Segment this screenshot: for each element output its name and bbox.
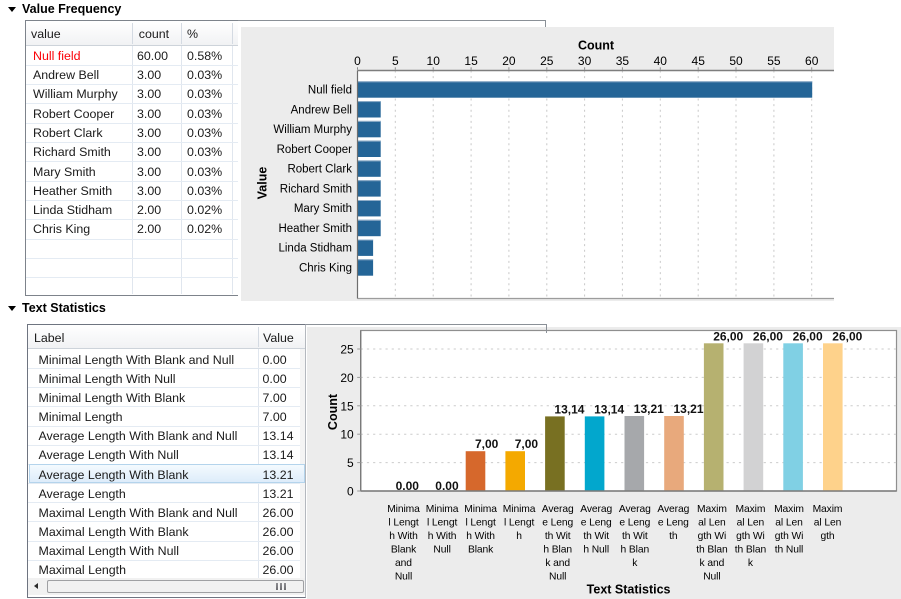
svg-text:l Lengt: l Lengt <box>427 518 457 529</box>
svg-text:40: 40 <box>654 54 668 68</box>
svg-text:50: 50 <box>729 54 743 68</box>
svg-text:h: h <box>516 531 522 542</box>
svg-text:Robert Clark: Robert Clark <box>287 164 352 176</box>
svg-text:e Leng: e Leng <box>581 518 612 529</box>
svg-text:h With: h With <box>389 531 418 542</box>
svg-text:Richard Smith: Richard Smith <box>280 183 352 195</box>
svg-text:Averag: Averag <box>619 504 651 515</box>
svg-text:h With: h With <box>428 531 457 542</box>
svg-text:k and: k and <box>700 558 725 569</box>
svg-text:20: 20 <box>340 371 354 385</box>
svg-text:26,00: 26,00 <box>793 329 823 343</box>
svg-text:Minima: Minima <box>503 504 536 515</box>
svg-text:Chris King: Chris King <box>299 263 352 275</box>
svg-text:25: 25 <box>540 54 554 68</box>
svg-text:Robert Cooper: Robert Cooper <box>277 144 353 156</box>
svg-text:35: 35 <box>616 54 630 68</box>
svg-text:l Lengt: l Lengt <box>504 518 534 529</box>
svg-text:55: 55 <box>767 54 781 68</box>
svg-text:Minima: Minima <box>387 504 420 515</box>
svg-text:Null: Null <box>549 572 566 583</box>
svg-text:7,00: 7,00 <box>475 437 499 451</box>
svg-text:Value: Value <box>256 167 270 200</box>
svg-text:gth: gth <box>820 531 834 542</box>
svg-text:th Null: th Null <box>775 545 804 556</box>
svg-text:th Wit: th Wit <box>583 531 609 542</box>
svg-text:Maxim: Maxim <box>774 504 804 515</box>
svg-text:h With: h With <box>466 531 495 542</box>
svg-text:0.00: 0.00 <box>396 479 420 493</box>
svg-text:Linda Stidham: Linda Stidham <box>278 243 352 255</box>
svg-text:0: 0 <box>354 54 361 68</box>
svg-text:e Leng: e Leng <box>658 518 689 529</box>
svg-text:15: 15 <box>464 54 478 68</box>
svg-text:Count: Count <box>578 39 615 53</box>
svg-text:Averag: Averag <box>657 504 689 515</box>
svg-text:l Lengt: l Lengt <box>388 518 418 529</box>
svg-text:gth Wi: gth Wi <box>698 531 727 542</box>
svg-text:al Len: al Len <box>698 518 726 529</box>
svg-text:Maxim: Maxim <box>735 504 765 515</box>
svg-text:13,14: 13,14 <box>554 402 584 416</box>
svg-text:th: th <box>669 531 678 542</box>
svg-text:Null: Null <box>395 572 412 583</box>
svg-text:e Leng: e Leng <box>619 518 650 529</box>
svg-text:5: 5 <box>392 54 399 68</box>
svg-text:0.00: 0.00 <box>435 479 459 493</box>
svg-text:k and: k and <box>545 558 570 569</box>
svg-text:k: k <box>632 558 638 569</box>
svg-text:William Murphy: William Murphy <box>273 124 352 136</box>
svg-text:gth Wi: gth Wi <box>775 531 804 542</box>
svg-text:Null field: Null field <box>308 85 352 97</box>
svg-text:45: 45 <box>692 54 706 68</box>
svg-text:Minima: Minima <box>464 504 497 515</box>
svg-text:13,14: 13,14 <box>594 402 624 416</box>
svg-text:10: 10 <box>427 54 441 68</box>
svg-text:Text Statistics: Text Statistics <box>587 583 671 597</box>
svg-text:Andrew Bell: Andrew Bell <box>291 104 352 116</box>
svg-text:th Wit: th Wit <box>622 531 648 542</box>
svg-text:h Blan: h Blan <box>543 545 572 556</box>
svg-text:gth Wi: gth Wi <box>736 531 765 542</box>
svg-text:Mary Smith: Mary Smith <box>294 203 352 215</box>
svg-text:Blank: Blank <box>468 545 494 556</box>
svg-text:Minima: Minima <box>426 504 459 515</box>
svg-text:e Leng: e Leng <box>542 518 573 529</box>
svg-text:al Len: al Len <box>814 518 842 529</box>
svg-text:Averag: Averag <box>580 504 612 515</box>
svg-text:Maxim: Maxim <box>697 504 727 515</box>
svg-text:al Len: al Len <box>775 518 803 529</box>
svg-text:Heather Smith: Heather Smith <box>278 223 352 235</box>
svg-text:k: k <box>748 558 754 569</box>
svg-text:26,00: 26,00 <box>832 329 862 343</box>
svg-text:25: 25 <box>340 343 354 357</box>
svg-text:20: 20 <box>502 54 516 68</box>
svg-text:13,21: 13,21 <box>674 402 704 416</box>
svg-text:th Wit: th Wit <box>545 531 571 542</box>
svg-text:Averag: Averag <box>542 504 574 515</box>
svg-text:5: 5 <box>347 456 354 470</box>
svg-text:13,21: 13,21 <box>634 402 664 416</box>
svg-text:30: 30 <box>578 54 592 68</box>
svg-text:60: 60 <box>805 54 819 68</box>
svg-text:th Blan: th Blan <box>696 545 728 556</box>
svg-text:10: 10 <box>340 428 354 442</box>
svg-text:Count: Count <box>326 393 340 430</box>
svg-text:0: 0 <box>347 485 354 499</box>
svg-text:al Len: al Len <box>737 518 765 529</box>
svg-text:26,00: 26,00 <box>753 329 783 343</box>
svg-text:15: 15 <box>340 399 354 413</box>
svg-text:h Null: h Null <box>583 545 609 556</box>
svg-text:Blank: Blank <box>391 545 417 556</box>
svg-text:th Blan: th Blan <box>735 545 767 556</box>
svg-text:Null: Null <box>433 545 450 556</box>
svg-text:Null: Null <box>703 572 720 583</box>
svg-text:and: and <box>395 558 412 569</box>
svg-text:26,00: 26,00 <box>713 329 743 343</box>
svg-text:h Blan: h Blan <box>620 545 649 556</box>
svg-text:Maxim: Maxim <box>813 504 843 515</box>
svg-text:l Lengt: l Lengt <box>465 518 495 529</box>
svg-text:7,00: 7,00 <box>515 437 539 451</box>
